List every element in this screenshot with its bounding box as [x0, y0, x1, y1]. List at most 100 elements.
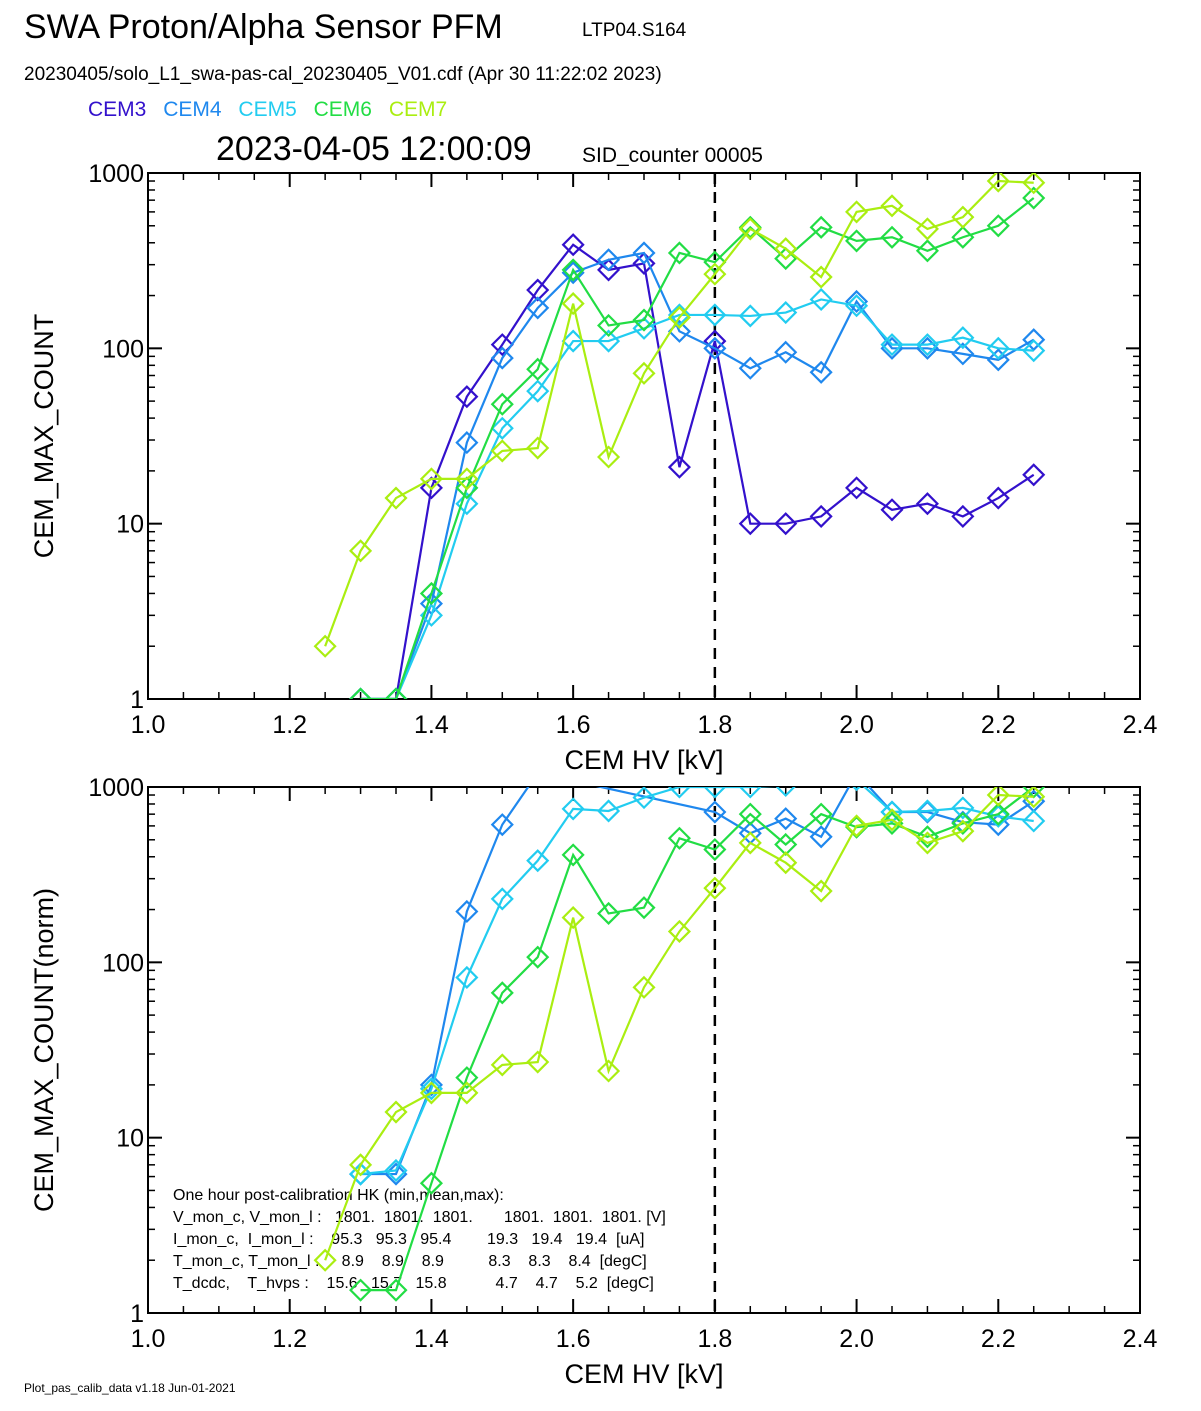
top-series-cem5-point: [667, 303, 691, 327]
bottom-y-axis-label: CEM_MAX_COUNT(norm): [29, 888, 59, 1212]
top-series-cem6-point: [809, 215, 833, 239]
bottom-series-cem7-point: [845, 814, 869, 838]
top-ytick-label: 1: [130, 686, 144, 714]
bottom-series-cem5-point: [455, 965, 479, 990]
top-series-cem5-point: [597, 329, 621, 353]
bottom-ytick-label: 100: [102, 949, 144, 977]
top-series-cem6-point: [703, 250, 727, 274]
top-series-cem4-point: [986, 348, 1010, 372]
top-series-cem3-point: [1022, 463, 1046, 487]
bottom-series-cem6-point: [561, 843, 585, 867]
bottom-series-cem5-point: [775, 787, 796, 798]
bottom-series-cem6-point: [526, 945, 550, 969]
bottom-series-cem6-point: [419, 1171, 443, 1195]
bottom-series-cem5-point: [597, 799, 621, 823]
top-series-cem3-point: [490, 333, 514, 357]
top-xtick-label: 1.2: [272, 711, 307, 739]
bottom-series-cem7-point: [490, 1053, 514, 1077]
top-series-cem7-point: [667, 305, 691, 330]
top-series-cem6-point: [597, 313, 621, 338]
page-title: SWA Proton/Alpha Sensor PFM: [24, 8, 503, 46]
top-series-cem5-point: [1022, 339, 1046, 363]
bottom-hk-line: T_mon_c, T_mon_l : 8.9 8.9 8.9 8.3 8.3 8…: [173, 1253, 647, 1270]
top-series-cem7-point: [738, 217, 762, 241]
top-series-cem6-point: [845, 229, 869, 253]
top-xtick-label: 2.2: [981, 711, 1016, 739]
top-xtick-label: 1.8: [697, 711, 732, 739]
sid-counter: SID_counter 00005: [582, 144, 763, 167]
top-xtick-label: 2.4: [1123, 711, 1158, 739]
bottom-series-cem5-point: [1022, 809, 1046, 833]
chart-top: 1.0 1.2 1.4 1.6 1.8 2.0 2.2 2.4 1 10 100 1000 CEM HV…: [29, 160, 1158, 775]
bottom-series-cem7-point: [384, 1100, 408, 1124]
top-series-cem7-point: [774, 237, 798, 261]
bottom-series-cem6-point: [703, 837, 727, 862]
bottom-series-cem5-point: [349, 1162, 373, 1186]
top-series-cem7-point: [455, 467, 479, 491]
top-series-cem7-point: [809, 265, 833, 289]
top-series-cem6-point: [915, 239, 939, 263]
bottom-series-cem6-point: [774, 832, 798, 857]
top-xtick-label: 1.4: [414, 711, 449, 739]
top-series-cem4-point: [703, 336, 727, 360]
bottom-series-cem5-point: [915, 799, 939, 823]
top-series-cem6-point: [986, 214, 1010, 238]
bottom-series-cem7-point: [667, 919, 691, 944]
bottom-series-cem6-line: [360, 787, 1035, 1292]
top-series-cem6-point: [951, 225, 975, 249]
top-series-cem6-point: [667, 241, 691, 265]
top-series-cem6-point: [349, 687, 373, 699]
top-series-cem6-point: [419, 581, 443, 605]
top-series-cem6-point: [738, 215, 762, 239]
top-series-cem6-point: [632, 308, 656, 332]
top-series-cem3-point: [597, 258, 621, 282]
bottom-ytick-label: 1: [130, 1300, 144, 1328]
top-xtick-label: 1.6: [556, 711, 591, 739]
top-series-cem5-point: [915, 333, 939, 357]
bottom-series-cem5-point: [852, 787, 861, 792]
bottom-series-cem5-point: [703, 787, 727, 799]
bottom-series-cem6-point: [632, 896, 656, 920]
legend-item-cem4: CEM4: [163, 98, 222, 121]
top-y-axis-label: CEM_MAX_COUNT: [29, 314, 59, 559]
top-series-cem4-point: [845, 289, 869, 314]
bottom-xtick-label: 1.4: [414, 1325, 449, 1353]
bottom-series-cem4-point: [528, 763, 548, 783]
top-series-cem7-point: [951, 205, 975, 229]
top-series-cem4-point: [597, 248, 621, 272]
top-series-cem6-point: [384, 687, 408, 699]
legend-item-cem6: CEM6: [313, 98, 372, 121]
top-series-cem6-point: [561, 258, 585, 282]
top-series-cem6-point: [880, 225, 904, 249]
bottom-series-cem4-point: [419, 1073, 443, 1097]
top-series-cem7-point: [526, 436, 550, 460]
bottom-series-cem5-line: [360, 787, 1034, 1176]
timestamp: 2023-04-05 12:00:09: [216, 130, 532, 168]
top-series-cem7-point: [597, 445, 621, 469]
top-series-cem6-point: [490, 392, 514, 416]
bottom-series-cem6-point: [667, 826, 691, 850]
top-series-cem5-point: [880, 333, 904, 357]
run-id: LTP04.S164: [582, 20, 687, 41]
bottom-series-cem4-point: [490, 813, 514, 837]
bottom-series-cem4-line: [360, 787, 1035, 1176]
top-series-cem5-point: [703, 303, 727, 327]
bottom-series-cem7-point: [455, 1081, 479, 1105]
bottom-series-cem7-point: [774, 851, 798, 875]
bottom-series-cem5-point: [384, 1158, 408, 1183]
bottom-series-cem4-point: [847, 763, 867, 783]
top-series-cem3-point: [455, 385, 479, 409]
top-ytick-label: 1000: [88, 160, 144, 188]
top-series-cem7-point: [349, 539, 373, 563]
bottom-series-cem5-point: [811, 763, 831, 783]
top-series-cem7-point: [632, 361, 656, 385]
bottom-series-cem6-point: [951, 811, 975, 835]
top-series-cem4-point: [809, 360, 833, 384]
bottom-series-cem7-point: [986, 787, 1010, 807]
bottom-series-cem5-point: [738, 787, 762, 799]
bottom-hk-line: I_mon_c, I_mon_l : 95.3 95.3 95.4 19.3 1…: [173, 1231, 644, 1248]
top-series-cem4-point: [526, 296, 550, 320]
bottom-xtick-label: 2.2: [981, 1325, 1016, 1353]
bottom-series-cem5-point: [561, 797, 585, 821]
